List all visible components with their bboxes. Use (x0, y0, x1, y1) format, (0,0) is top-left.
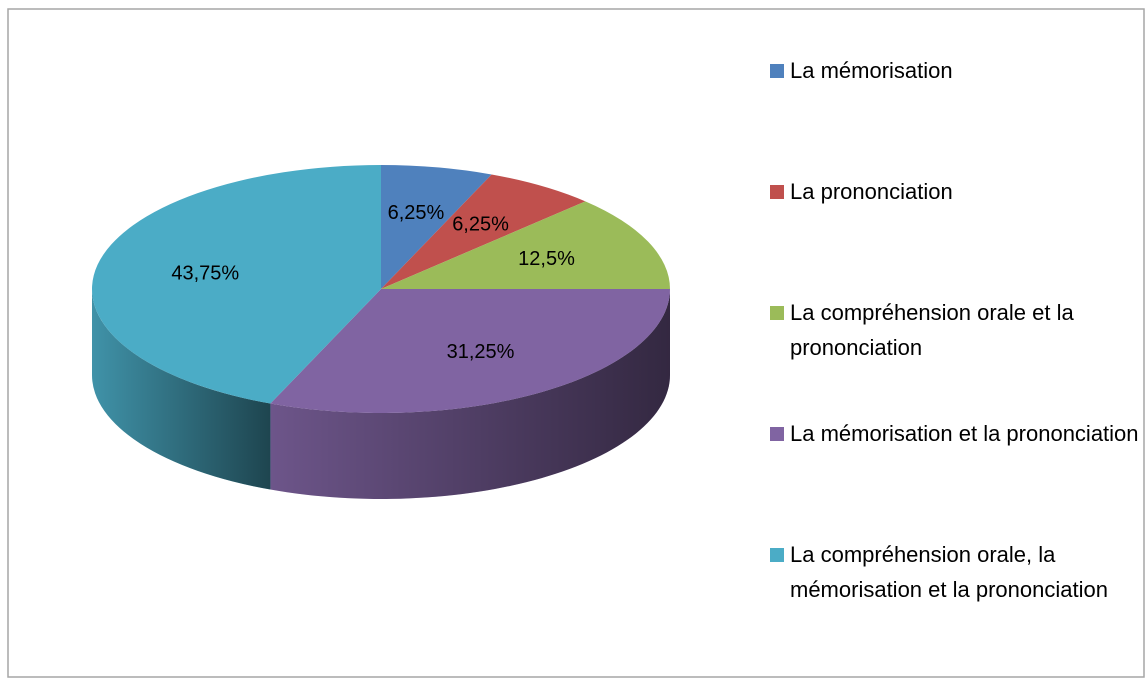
pie-slice (381, 165, 492, 289)
legend-item: La compréhension orale et la prononciati… (770, 295, 1142, 365)
pie-side-shade (270, 289, 670, 499)
pie-slice (91, 165, 381, 404)
legend-label: La prononciation (790, 179, 953, 204)
legend-swatch (770, 64, 784, 78)
data-labels: 6,25% 6,25% 12,5% 31,25% 43,75% (171, 202, 575, 363)
legend-swatch (770, 548, 784, 562)
legend-label: La compréhension orale, la mémorisation … (790, 542, 1108, 602)
pie-sides (92, 289, 670, 499)
pie-slice (270, 289, 670, 413)
legend-item: La mémorisation et la prononciation (770, 416, 1142, 451)
data-label: 12,5% (518, 248, 575, 270)
legend-item: La mémorisation (770, 53, 1142, 88)
data-label: 6,25% (388, 202, 445, 224)
pie-side-shade (92, 289, 271, 490)
legend-swatch (770, 185, 784, 199)
pie-slice (381, 201, 670, 289)
chart-border (7, 8, 1145, 678)
data-label: 6,25% (452, 213, 509, 235)
legend-swatch (770, 427, 784, 441)
data-label: 43,75% (171, 262, 239, 284)
legend-label: La mémorisation (790, 58, 953, 83)
legend-label: La compréhension orale et la prononciati… (790, 300, 1074, 360)
legend-item: La prononciation (770, 174, 1142, 209)
legend-label: La mémorisation et la prononciation (790, 421, 1139, 446)
pie-tops (91, 165, 670, 413)
legend-item: La compréhension orale, la mémorisation … (770, 537, 1142, 607)
pie-slice (381, 174, 586, 289)
data-label: 31,25% (447, 341, 515, 363)
legend-swatch (770, 306, 784, 320)
